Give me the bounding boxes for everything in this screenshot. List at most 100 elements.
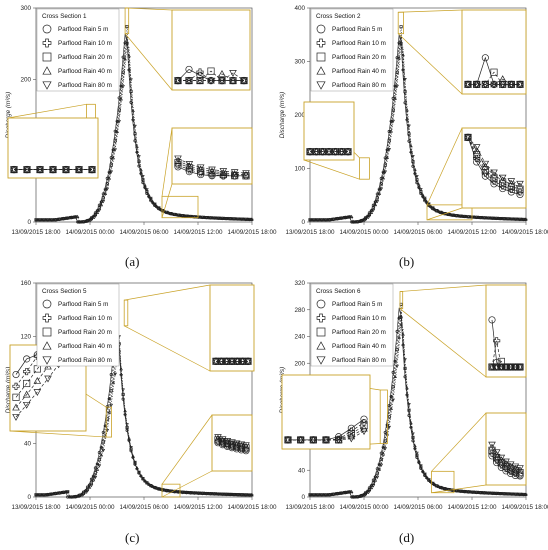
- data-point: [391, 398, 395, 402]
- data-point: [107, 397, 111, 401]
- data-point: [407, 403, 411, 407]
- data-point: [77, 494, 82, 498]
- data-point: [385, 155, 390, 159]
- data-point: [154, 204, 159, 208]
- legend-entry: Parflood Rain 5 m: [58, 301, 108, 308]
- data-point: [395, 329, 399, 333]
- data-point: [79, 492, 84, 496]
- zoom-connector: [124, 284, 211, 301]
- data-point: [335, 217, 340, 221]
- inset-data-point: [490, 171, 498, 179]
- inset-data-point: [464, 134, 472, 142]
- y-tick-label: 120: [20, 334, 31, 341]
- data-point: [113, 148, 117, 152]
- inset-data-point: [481, 160, 490, 168]
- zoom-connector: [9, 430, 107, 438]
- x-tick-label: 13/09/2015 18:00: [285, 229, 335, 236]
- x-tick-label: 14/09/2015 12:00: [447, 229, 497, 236]
- data-point: [139, 172, 143, 176]
- legend-entry: Parflood Rain 10 m: [332, 315, 386, 322]
- zoom-source-box: [399, 291, 404, 310]
- data-point: [143, 183, 147, 187]
- data-point: [504, 216, 508, 221]
- x-tick-label: 13/09/2015 18:00: [11, 229, 61, 236]
- data-point: [371, 481, 375, 485]
- data-point: [216, 216, 220, 221]
- inset-series-4: [174, 156, 250, 178]
- data-point: [113, 139, 117, 143]
- inset-series-line: [15, 354, 80, 398]
- legend-marker: [42, 299, 52, 309]
- data-point: [417, 186, 421, 190]
- data-point: [401, 53, 405, 57]
- data-point: [220, 217, 224, 221]
- data-point: [192, 215, 197, 219]
- data-point: [397, 316, 401, 320]
- series-line-4: [36, 35, 252, 223]
- data-point: [129, 89, 133, 94]
- data-point: [462, 215, 467, 219]
- data-point: [316, 493, 320, 497]
- data-point: [425, 199, 429, 204]
- data-point: [329, 217, 334, 221]
- data-point: [240, 493, 244, 497]
- data-point: [46, 493, 50, 497]
- data-point: [367, 214, 372, 218]
- inset-data-point: [240, 77, 248, 85]
- data-point: [246, 217, 250, 221]
- zoom-source-box: [161, 195, 199, 219]
- data-point: [85, 219, 90, 224]
- data-point: [381, 176, 386, 180]
- legend-title: Cross Section 5: [42, 288, 87, 295]
- y-axis-label: Discharge (m³/s): [5, 92, 12, 139]
- x-tick-label: 14/09/2015 18:00: [227, 504, 277, 511]
- inset-series-5: [284, 428, 368, 444]
- zoom-source-box: [105, 406, 112, 438]
- data-point: [395, 347, 399, 352]
- zoom-connector: [125, 7, 173, 11]
- inset-data-point: [197, 167, 205, 175]
- inset-data-point: [481, 162, 490, 170]
- data-point: [208, 492, 213, 496]
- data-point: [153, 486, 157, 490]
- data-point: [77, 220, 82, 224]
- data-point: [387, 139, 391, 143]
- series-5: [34, 335, 252, 499]
- data-point: [391, 108, 395, 112]
- data-point: [395, 84, 399, 89]
- inset-data-point: [488, 441, 496, 449]
- data-point: [343, 216, 348, 220]
- inset-data-point: [174, 155, 182, 163]
- data-point: [147, 482, 151, 486]
- inset-data-point: [334, 436, 343, 444]
- data-point: [137, 470, 141, 474]
- zoom-source-box: [359, 157, 370, 180]
- data-point: [407, 139, 411, 143]
- data-point: [38, 493, 42, 497]
- data-point: [351, 495, 356, 499]
- data-point: [244, 493, 248, 497]
- data-point: [61, 217, 66, 221]
- series-line-5: [310, 42, 526, 223]
- data-point: [139, 473, 143, 478]
- panel-caption-c: (c): [125, 530, 140, 545]
- inset-data-point: [360, 428, 368, 436]
- data-point: [228, 217, 232, 221]
- data-point: [371, 484, 376, 488]
- data-point: [224, 493, 228, 497]
- inset-series-5: [214, 434, 250, 450]
- data-point: [107, 170, 111, 174]
- data-point: [121, 392, 125, 396]
- data-point: [353, 220, 358, 224]
- y-tick-label: 0: [27, 494, 31, 501]
- data-point: [506, 492, 510, 496]
- data-point: [184, 214, 189, 219]
- zoom-inset: [209, 284, 255, 372]
- data-point: [379, 463, 384, 467]
- inset-data-point: [33, 376, 42, 384]
- legend-entry: Parflood Rain 20 m: [332, 329, 386, 336]
- inset-data-point: [511, 463, 520, 471]
- y-tick-label: 300: [294, 59, 305, 66]
- data-point: [50, 218, 54, 222]
